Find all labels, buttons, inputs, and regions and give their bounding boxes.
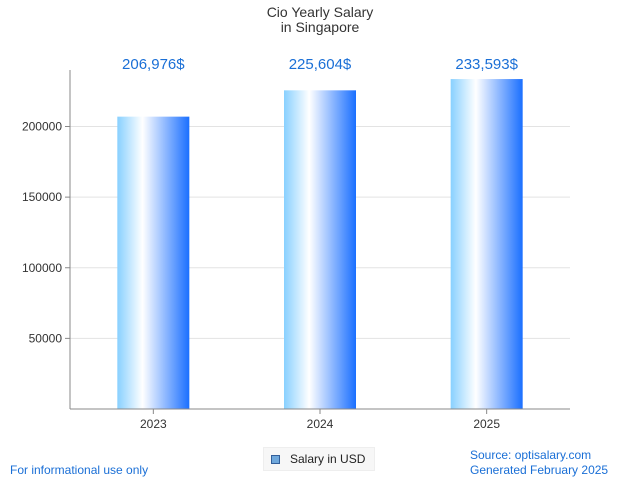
chart-title-line-2: in Singapore xyxy=(281,19,360,35)
data-label-2023: 206,976$ xyxy=(122,56,185,73)
footer-source: Source: optisalary.com xyxy=(470,448,592,462)
labels: 50000 100000 150000 200000 206,976$ 2023 225,6… xyxy=(22,56,519,431)
y-tick-label: 200000 xyxy=(22,120,62,134)
bar-2024 xyxy=(284,90,356,409)
bar-2023 xyxy=(117,116,190,410)
data-label-2025: 233,593$ xyxy=(455,56,518,73)
bars xyxy=(117,79,523,410)
footer-generated: Generated February 2025 xyxy=(470,463,609,477)
y-tick-label: 100000 xyxy=(22,261,62,275)
y-tick-label: 150000 xyxy=(22,190,62,204)
x-tick-label: 2024 xyxy=(307,417,334,431)
legend-swatch xyxy=(271,454,280,464)
axes xyxy=(65,70,570,414)
x-tick-label: 2025 xyxy=(473,417,500,431)
legend[interactable]: Salary in USD xyxy=(263,447,375,471)
footer-source-block: Source: optisalary.com Generated Februar… xyxy=(470,448,608,478)
y-tick-label: 50000 xyxy=(29,331,63,345)
chart-title-line-1: Cio Yearly Salary xyxy=(267,4,374,20)
data-label-2024: 225,604$ xyxy=(289,56,352,73)
bar-2025 xyxy=(450,79,523,409)
footer-disclaimer: For informational use only xyxy=(10,463,149,477)
legend-label: Salary in USD xyxy=(290,452,366,466)
x-tick-label: 2023 xyxy=(140,417,167,431)
